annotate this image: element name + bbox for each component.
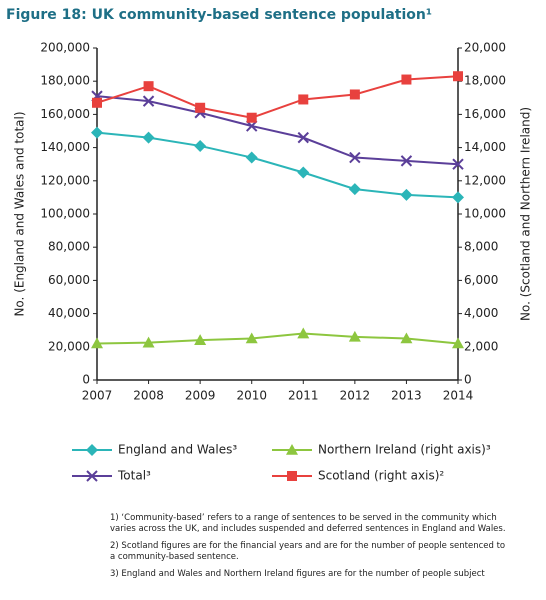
- legend-label: Total³: [117, 469, 151, 483]
- y-tick-label: 140,000: [40, 140, 90, 154]
- y-tick-label: 0: [82, 373, 90, 387]
- data-point: [452, 191, 464, 204]
- data-point: [194, 334, 207, 345]
- x-tick-label: 2008: [133, 389, 164, 403]
- data-point: [349, 151, 361, 164]
- series-line: [96, 131, 459, 199]
- x-tick-label: 2011: [288, 389, 319, 403]
- y2-tick-label: 10,000: [464, 207, 506, 221]
- data-point: [349, 89, 360, 100]
- data-point: [452, 158, 464, 170]
- data-point: [195, 102, 206, 113]
- y2-tick-label: 14,000: [464, 140, 506, 154]
- chart-title: Figure 18: UK community-based sentence p…: [6, 7, 432, 23]
- y2-tick-label: 2,000: [464, 339, 498, 353]
- y-tick-label: 120,000: [40, 173, 90, 187]
- y2-tick-label: 4,000: [464, 306, 498, 320]
- series-line: [96, 95, 459, 166]
- y-tick-label: 160,000: [40, 107, 90, 121]
- data-point: [348, 183, 361, 196]
- data-point: [452, 337, 464, 349]
- series-line: [96, 75, 459, 119]
- legend-label: England and Wales³: [118, 443, 237, 457]
- data-point: [92, 97, 102, 108]
- legend-label: Northern Ireland (right axis)³: [318, 443, 491, 457]
- data-point: [142, 131, 155, 144]
- data-point: [453, 71, 463, 82]
- legend-marker: [86, 470, 98, 482]
- footnotes: 1) ‘Community-based’ refers to a range o…: [110, 513, 510, 586]
- x-tick-label: 2007: [82, 389, 113, 403]
- data-point: [348, 330, 361, 342]
- data-point: [400, 332, 413, 344]
- x-tick-label: 2014: [443, 389, 474, 403]
- x-tick-label: 2009: [185, 389, 216, 403]
- y2-tick-label: 18,000: [464, 74, 506, 88]
- y-tick-label: 40,000: [48, 306, 90, 320]
- y2-tick-label: 16,000: [464, 107, 506, 121]
- y-tick-label: 200,000: [40, 41, 90, 55]
- footnote: 1) ‘Community-based’ refers to a range o…: [110, 513, 506, 534]
- legend-label: Scotland (right axis)²: [318, 469, 444, 483]
- legend-marker: [86, 444, 98, 456]
- y2-tick-label: 20,000: [464, 41, 506, 55]
- footnote: 3) England and Wales and Northern Irelan…: [110, 569, 485, 579]
- footnote: 2) Scotland figures are for the financia…: [110, 541, 506, 562]
- x-tick-label: 2012: [340, 389, 371, 403]
- data-point: [400, 188, 413, 201]
- data-point: [401, 74, 412, 85]
- data-point: [297, 166, 310, 179]
- x-tick-label: 2013: [391, 389, 422, 403]
- series-line: [96, 332, 459, 345]
- y-tick-label: 20,000: [48, 339, 90, 353]
- data-point: [143, 81, 154, 92]
- y-axis-label: No. (England and Wales and total): [13, 111, 27, 316]
- y-tick-label: 80,000: [48, 240, 90, 254]
- legend-marker: [287, 471, 297, 481]
- y2-tick-label: 8,000: [464, 240, 498, 254]
- data-point: [91, 126, 103, 139]
- data-point: [297, 131, 309, 144]
- data-point: [297, 327, 310, 339]
- data-point: [298, 94, 309, 105]
- data-point: [91, 337, 103, 349]
- y2-tick-label: 12,000: [464, 173, 506, 187]
- data-point: [142, 336, 155, 348]
- y2-axis-label: No. (Scotland and Northern Ireland): [519, 107, 533, 321]
- data-point: [194, 139, 207, 152]
- y2-tick-label: 6,000: [464, 273, 498, 287]
- x-tick-label: 2010: [236, 389, 267, 403]
- data-point: [245, 332, 258, 344]
- legend-marker: [286, 444, 298, 455]
- data-point: [142, 95, 155, 107]
- data-point: [246, 112, 257, 123]
- chart: Figure 18: UK community-based sentence p…: [6, 7, 533, 483]
- y-tick-label: 60,000: [48, 273, 90, 287]
- y-tick-label: 180,000: [40, 74, 90, 88]
- y2-tick-label: 0: [464, 373, 472, 387]
- y-tick-label: 100,000: [40, 207, 90, 221]
- data-point: [245, 151, 258, 164]
- data-point: [400, 155, 413, 167]
